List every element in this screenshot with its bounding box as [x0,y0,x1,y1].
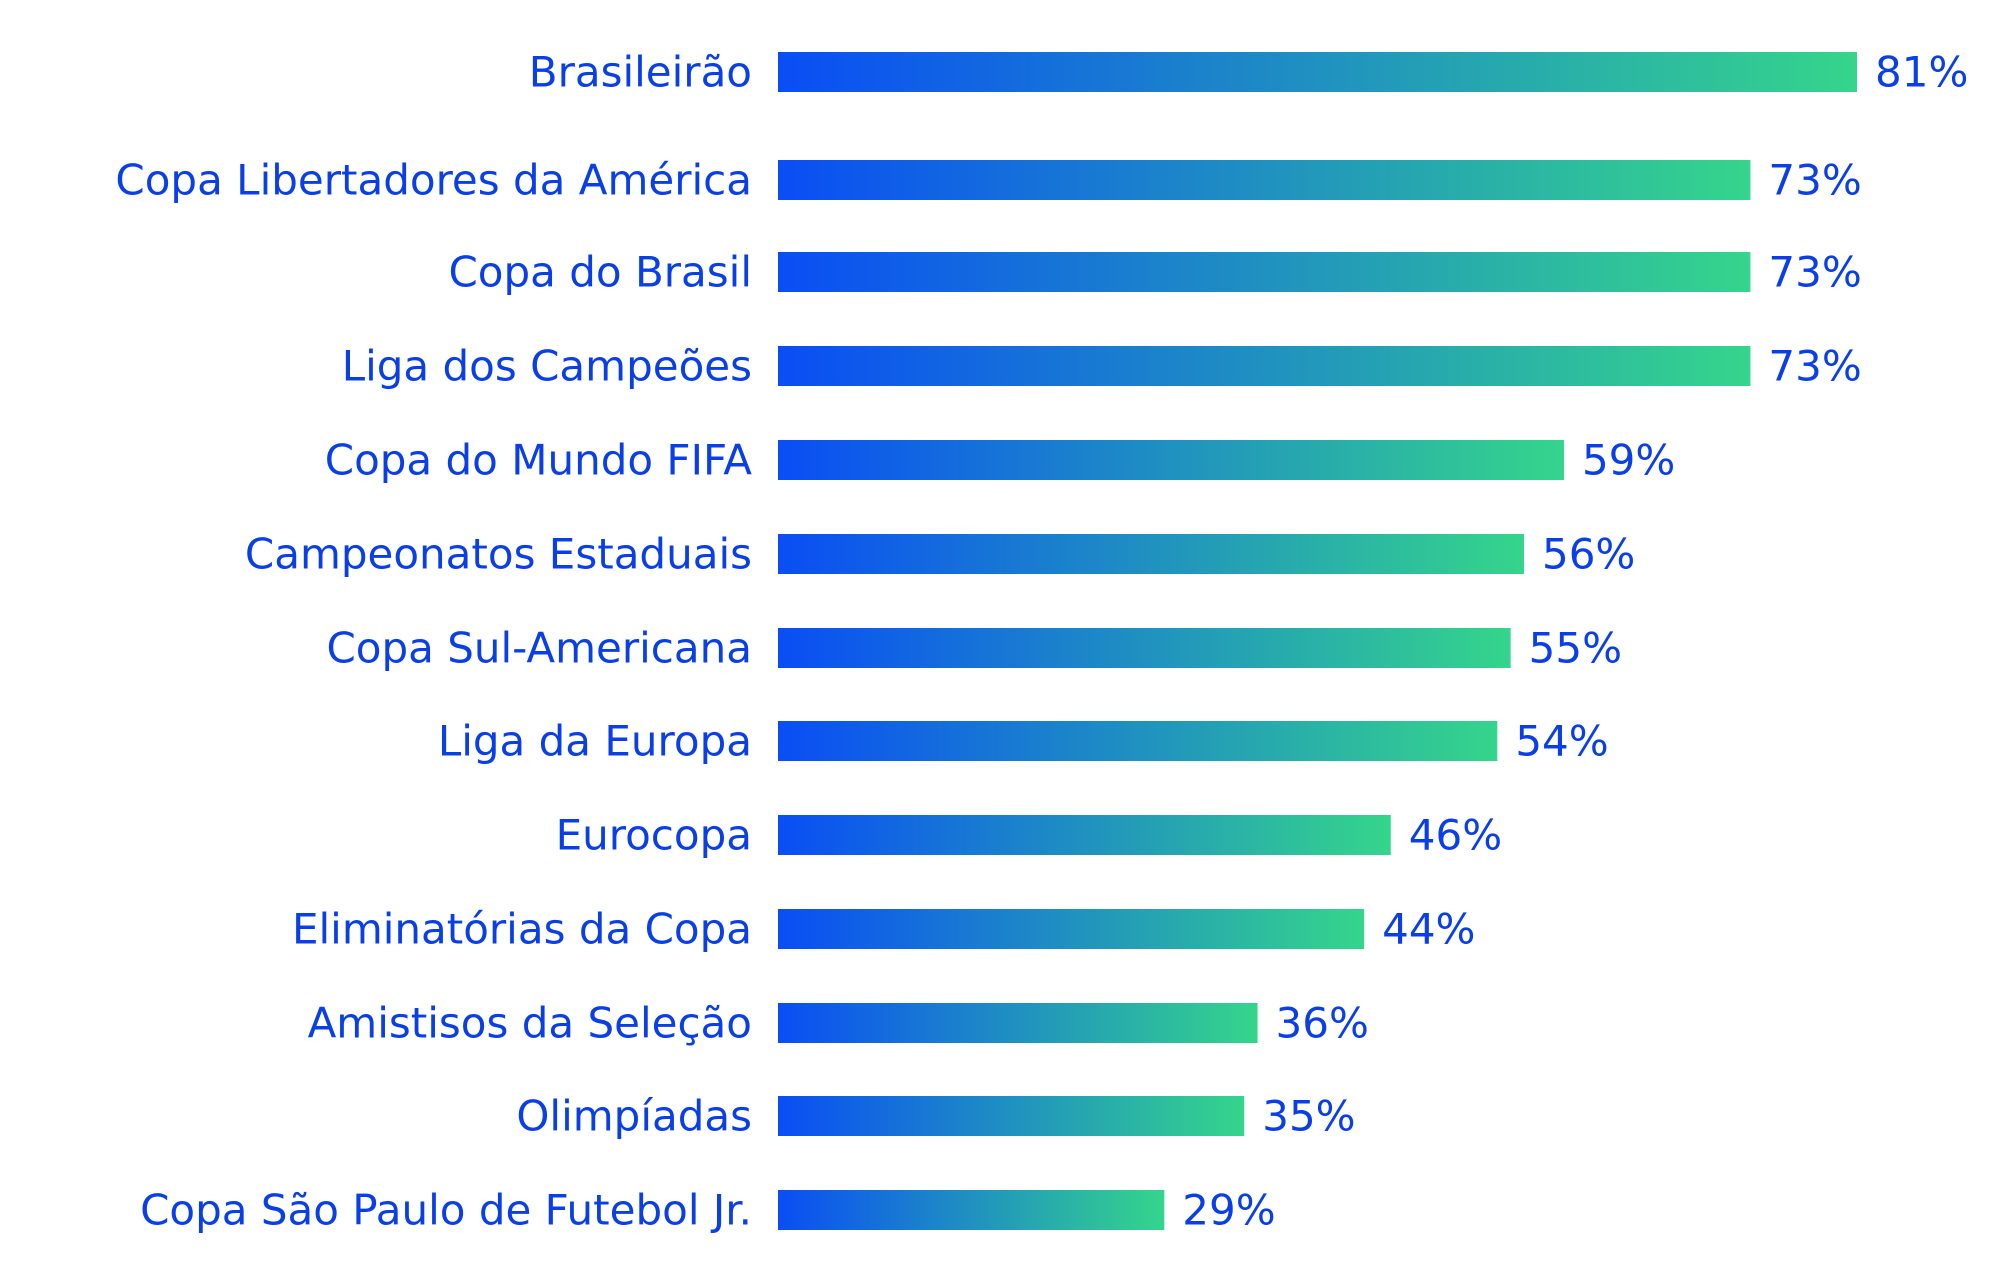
category-label-5: Copa do Mundo FIFA [325,436,753,485]
value-label-2: 73% [1768,156,1861,205]
category-label-7: Copa Sul-Americana [326,624,752,673]
value-labels: 81% 73% 73% 73% 59% 56% 55% 54% 46% 44% 36% 35% 29% [1182,48,1968,1235]
value-label-10: 44% [1382,905,1475,954]
bar-13 [778,1190,1165,1230]
category-label-11: Amistisos da Seleção [308,999,752,1048]
bar-7 [778,628,1511,668]
bar-12 [778,1096,1245,1136]
category-label-1: Brasileirão [529,48,752,97]
bar-2 [778,160,1751,200]
category-label-9: Eurocopa [556,811,752,860]
category-label-4: Liga dos Campeões [342,342,752,391]
category-labels: Brasileirão Copa Libertadores da América C… [115,48,752,1235]
value-label-4: 73% [1768,342,1861,391]
category-label-2: Copa Libertadores da América [115,156,752,205]
bar-11 [778,1003,1258,1043]
bar-9 [778,815,1391,855]
bars-group [778,52,1857,1230]
value-label-11: 36% [1276,999,1369,1048]
value-label-9: 46% [1409,811,1502,860]
bar-6 [778,534,1524,574]
bar-10 [778,909,1365,949]
category-label-12: Olimpíadas [516,1092,752,1141]
category-label-3: Copa do Brasil [448,248,752,297]
value-label-13: 29% [1182,1186,1275,1235]
bar-5 [778,440,1564,480]
bar-1 [778,52,1857,92]
value-label-6: 56% [1542,530,1635,579]
value-label-3: 73% [1768,248,1861,297]
category-label-6: Campeonatos Estaduais [245,530,752,579]
value-label-8: 54% [1515,717,1608,766]
value-label-7: 55% [1529,624,1622,673]
bar-3 [778,252,1751,292]
value-label-12: 35% [1262,1092,1355,1141]
value-label-5: 59% [1582,436,1675,485]
bar-8 [778,721,1498,761]
category-label-13: Copa São Paulo de Futebol Jr. [140,1186,752,1235]
value-label-1: 81% [1875,48,1968,97]
category-label-8: Liga da Europa [438,717,752,766]
category-label-10: Eliminatórias da Copa [292,905,752,954]
bar-4 [778,346,1751,386]
